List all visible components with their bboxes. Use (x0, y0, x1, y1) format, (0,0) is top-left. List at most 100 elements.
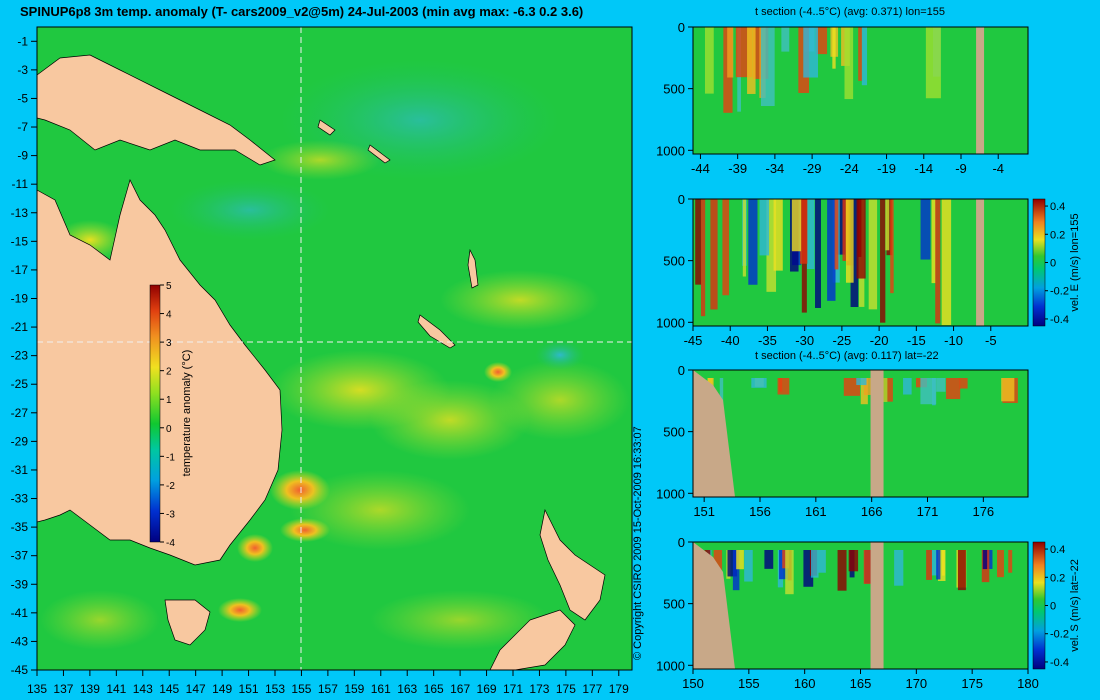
section-xtick-label: 150 (682, 676, 704, 691)
map-xtick-label: 157 (318, 682, 338, 696)
land-mask (693, 370, 735, 497)
map-xtick-label: 139 (80, 682, 100, 696)
section-xtick-label: -44 (691, 161, 710, 176)
map-xtick-label: 165 (424, 682, 444, 696)
section-xtick-label: -30 (795, 333, 814, 348)
map-xtick-label: 169 (477, 682, 497, 696)
section-xtick-label: -34 (765, 161, 784, 176)
section-ytick-label: 500 (663, 597, 685, 612)
map-cb-tick-label: 4 (166, 310, 172, 321)
section-ytick-label: 0 (678, 363, 685, 378)
velocity-cb-tick-label: -0.4 (1050, 314, 1069, 326)
velocity-cb-tick-label: 0.4 (1050, 544, 1065, 556)
map-ytick-label: -31 (11, 463, 29, 477)
section-xtick-label: -19 (877, 161, 896, 176)
section-xtick-label: 171 (917, 504, 939, 519)
velocity-colorbar (1032, 198, 1046, 327)
section-ytick-label: 500 (663, 425, 685, 440)
section-xtick-label: -5 (985, 333, 997, 348)
map-cb-tick-label: 0 (166, 424, 172, 435)
section-xtick-label: -35 (758, 333, 777, 348)
section-ytick-label: 0 (678, 20, 685, 35)
panel3-title: t section (-4..5°C) (avg: 0.117) lat=-22 (755, 350, 939, 362)
map-ytick-label: -41 (11, 606, 29, 620)
map-xtick-label: 161 (371, 682, 391, 696)
map-ytick-label: -5 (17, 91, 28, 105)
velocity-cb-tick-label: 0.4 (1050, 201, 1065, 213)
section-ytick-label: 500 (663, 82, 685, 97)
map-xtick-label: 135 (27, 682, 47, 696)
velocity-cb-tick-label: 0 (1050, 601, 1056, 613)
land-mask (870, 542, 884, 669)
map-xtick-label: 141 (106, 682, 126, 696)
map-xtick-label: 147 (186, 682, 206, 696)
velocity-cb-tick-label: -0.2 (1050, 629, 1069, 641)
map-cb-tick-label: 5 (166, 281, 172, 292)
map-xtick-label: 167 (450, 682, 470, 696)
map-xtick-label: 137 (53, 682, 73, 696)
section-xtick-label: 156 (749, 504, 771, 519)
map-ytick-label: -11 (12, 177, 29, 191)
map-xtick-label: 179 (609, 682, 629, 696)
map-ytick-label: -39 (11, 577, 29, 591)
map-ytick-label: -9 (17, 149, 28, 163)
section-ytick-label: 0 (678, 192, 685, 207)
map-xtick-label: 159 (344, 682, 364, 696)
map-xtick-label: 163 (397, 682, 417, 696)
map-cb-tick-label: -2 (166, 481, 175, 492)
section-xtick-label: 175 (961, 676, 983, 691)
map-colorbar (149, 284, 161, 543)
map-ytick-label: -37 (11, 549, 29, 563)
anomaly-features (40, 60, 630, 650)
section-xtick-label: 161 (805, 504, 827, 519)
map-ytick-label: -33 (11, 492, 29, 506)
map-xtick-label: 173 (529, 682, 549, 696)
section-xtick-label: 170 (905, 676, 927, 691)
map-ytick-label: -27 (11, 406, 29, 420)
section-xtick-label: -10 (944, 333, 963, 348)
map-cb-tick-label: 3 (166, 338, 172, 349)
panel1-title: t section (-4..5°C) (avg: 0.371) lon=155 (755, 6, 945, 18)
map-ytick-label: -17 (11, 263, 29, 277)
map-ytick-label: -7 (17, 120, 28, 134)
map-ytick-label: -19 (11, 291, 29, 305)
map-ytick-label: -23 (11, 349, 29, 363)
map-ytick-label: -25 (11, 377, 29, 391)
land-mask (976, 199, 985, 326)
velocity-colorbar-label: vel. E (m/s) lon=155 (1069, 213, 1081, 311)
section-xtick-label: -45 (684, 333, 703, 348)
map-cb-tick-label: -1 (166, 452, 175, 463)
map-ytick-label: -1 (17, 34, 28, 48)
section-xtick-label: -20 (870, 333, 889, 348)
velocity-cb-tick-label: 0 (1050, 258, 1056, 270)
map-ytick-label: -15 (11, 234, 29, 248)
velocity-cb-tick-label: -0.4 (1050, 657, 1069, 669)
section-xtick-label: 176 (972, 504, 994, 519)
section-xtick-label: -40 (721, 333, 740, 348)
section-ytick-label: 1000 (656, 315, 685, 330)
section-xtick-label: -25 (832, 333, 851, 348)
map-xtick-label: 177 (582, 682, 602, 696)
section-ytick-label: 0 (678, 535, 685, 550)
section-ytick-label: 1000 (656, 658, 685, 673)
land-mask (976, 27, 985, 154)
map-ytick-label: -35 (11, 520, 29, 534)
velocity-cb-tick-label: 0.2 (1050, 229, 1065, 241)
section-ytick-label: 1000 (656, 143, 685, 158)
section-xtick-label: -9 (955, 161, 967, 176)
map-ytick-label: -21 (11, 320, 29, 334)
land-mask (870, 370, 884, 497)
map-xtick-label: 143 (133, 682, 153, 696)
section-panels: 0 500 1000 -44 -39 -34 -29 -24 -19 -14 -9 -4 0 500 10… (656, 20, 1081, 691)
section-xtick-label: 165 (850, 676, 872, 691)
map-cb-tick-label: 1 (166, 395, 172, 406)
map-cb-tick-label: 2 (166, 367, 172, 378)
section-ytick-label: 500 (663, 254, 685, 269)
map-ytick-label: -45 (11, 663, 29, 677)
map-ytick-label: -3 (17, 63, 28, 77)
section-ytick-label: 1000 (656, 486, 685, 501)
section-xtick-label: -15 (907, 333, 926, 348)
map-ytick-label: -29 (11, 434, 29, 448)
map-ytick-label: -43 (11, 634, 29, 648)
